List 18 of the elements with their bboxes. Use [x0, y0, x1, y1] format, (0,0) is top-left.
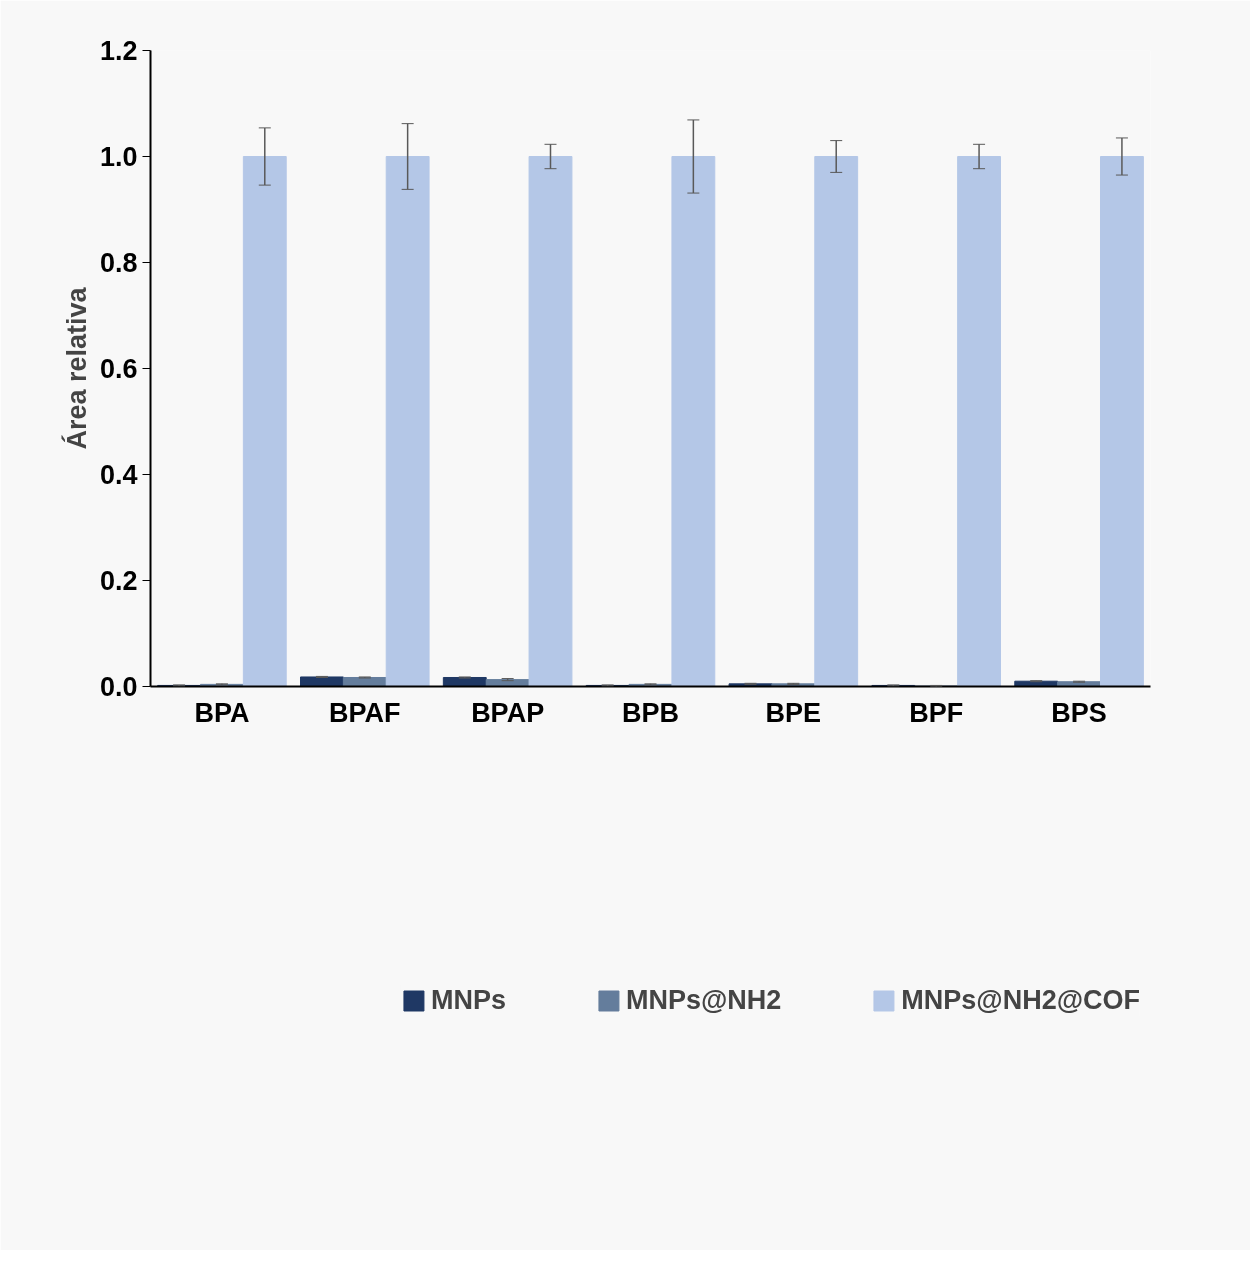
y-axis-title: Área relativa	[60, 286, 92, 450]
y-tick-label: 0.4	[99, 460, 138, 490]
x-tick-label: BPF	[909, 697, 964, 728]
legend-label: MNPs	[430, 984, 506, 1016]
y-tick-label: 1.0	[99, 142, 138, 172]
x-tick-label: BPE	[765, 697, 822, 728]
legend-label: MNPs@NH2	[625, 984, 782, 1016]
y-tick-label: 0.0	[99, 672, 138, 702]
legend-label: MNPs@NH2@COF	[901, 984, 1140, 1016]
x-tick-label: BPS	[1051, 697, 1107, 728]
x-tick-label: BPAP	[471, 697, 545, 728]
y-tick-label: 1.2	[99, 36, 138, 66]
x-tick-label: BPA	[194, 697, 250, 728]
y-tick-label: 0.6	[99, 354, 138, 384]
x-tick-label: BPAF	[329, 697, 401, 728]
y-tick-label: 0.8	[99, 248, 138, 278]
y-tick-label: 0.2	[99, 566, 138, 596]
x-tick-label: BPB	[622, 697, 680, 728]
